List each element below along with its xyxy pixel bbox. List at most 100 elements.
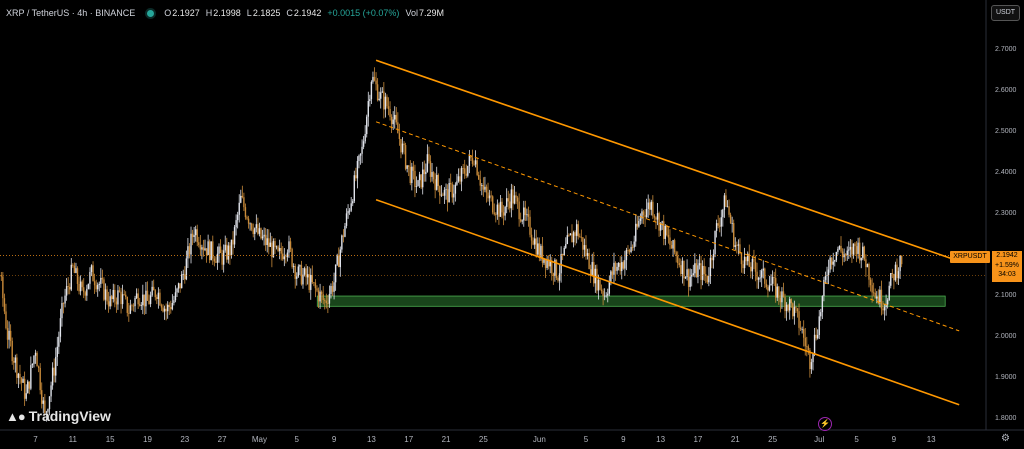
candle-body	[824, 275, 827, 280]
x-tick-label: 15	[106, 435, 115, 444]
candle-body	[30, 365, 32, 389]
candle-body	[97, 284, 99, 290]
candle-body	[459, 176, 461, 182]
currency-button[interactable]: USDT	[991, 5, 1020, 21]
candle-body	[112, 290, 114, 300]
candle-body	[34, 352, 37, 356]
candle-body	[367, 101, 369, 117]
candle-body	[308, 274, 310, 290]
candle-body	[278, 247, 281, 251]
candle-body	[344, 225, 346, 237]
candle-body	[350, 203, 352, 211]
candle-body	[2, 276, 4, 299]
candle-body	[717, 223, 719, 226]
x-tick-label: 5	[584, 435, 589, 444]
candle-body	[815, 334, 817, 339]
candle-body	[64, 295, 66, 304]
candle-body	[597, 279, 600, 291]
candle-body	[527, 214, 530, 217]
candle-body	[477, 174, 480, 180]
candle-body	[795, 307, 797, 309]
candle-body	[757, 277, 760, 280]
tradingview-logo-icon: ▲●	[6, 408, 26, 424]
candle-body	[149, 295, 152, 305]
candle-body	[538, 243, 541, 258]
candle-body	[89, 271, 91, 284]
tradingview-logo[interactable]: ▲● TradingView	[6, 408, 111, 424]
candle-body	[656, 213, 659, 220]
candle-body	[635, 223, 637, 242]
candle-body	[854, 243, 856, 247]
candle-body	[289, 241, 292, 249]
candle-body	[813, 334, 816, 354]
candle-body	[246, 217, 248, 219]
candle-body	[627, 249, 629, 251]
candle-body	[180, 274, 183, 289]
candle-body	[519, 219, 522, 222]
candle-body	[67, 286, 69, 287]
candle-body	[841, 251, 844, 258]
candle-body	[118, 290, 121, 292]
candle-body	[835, 251, 838, 261]
symbol-title[interactable]: XRP / TetherUS · 4h · BINANCE	[6, 8, 136, 18]
candle-body	[456, 181, 458, 185]
candle-body	[199, 244, 202, 250]
candle-body	[173, 300, 175, 304]
lightning-icon[interactable]: ⚡	[818, 417, 832, 431]
candle-body	[588, 253, 590, 270]
candle-body	[294, 266, 296, 279]
gear-icon[interactable]: ⚙	[1001, 433, 1010, 444]
candle-body	[691, 274, 693, 277]
x-tick-label: 9	[621, 435, 626, 444]
candle-body	[577, 224, 579, 237]
candle-body	[310, 274, 312, 290]
candle-body	[208, 241, 211, 261]
candle-body	[462, 168, 464, 169]
candle-body	[174, 292, 177, 301]
candle-body	[400, 139, 402, 153]
candle-body	[893, 274, 895, 281]
candle-body	[166, 304, 169, 312]
candle-body	[644, 215, 646, 218]
candle-body	[698, 263, 701, 266]
candle-body	[779, 297, 782, 303]
candle-body	[523, 207, 525, 221]
candle-body	[207, 241, 209, 256]
x-tick-label: 11	[69, 435, 78, 444]
candle-body	[69, 286, 71, 290]
candle-body	[537, 243, 539, 255]
candle-body	[415, 186, 418, 188]
candle-body	[325, 300, 328, 304]
candle-body	[348, 210, 351, 212]
low-label: L	[246, 8, 252, 18]
candle-body	[827, 269, 830, 276]
logo-text: TradingView	[28, 408, 111, 424]
candle-body	[602, 291, 604, 296]
candle-body	[98, 283, 100, 285]
candle-body	[241, 195, 244, 198]
channel-lower-line	[375, 198, 960, 406]
candle-body	[467, 165, 469, 176]
candle-body	[41, 390, 43, 404]
candle-body	[408, 165, 410, 167]
y-tick-label: 2.4000	[995, 169, 1017, 176]
candle-body	[848, 249, 850, 251]
candle-body	[896, 264, 898, 279]
candle-body	[226, 244, 228, 260]
candle-body	[900, 255, 903, 265]
candle-body	[101, 277, 104, 280]
candle-body	[319, 291, 321, 302]
last-price-change: +1.59%	[995, 261, 1019, 269]
candle-body	[582, 237, 584, 250]
candle-body	[658, 213, 660, 231]
candle-body	[569, 233, 572, 236]
candle-body	[269, 242, 272, 247]
candle-body	[781, 291, 783, 303]
candle-body	[880, 289, 883, 309]
candle-body	[157, 292, 160, 299]
candle-body	[687, 269, 690, 287]
candle-body	[224, 244, 226, 251]
channel-mid-line	[375, 121, 960, 332]
